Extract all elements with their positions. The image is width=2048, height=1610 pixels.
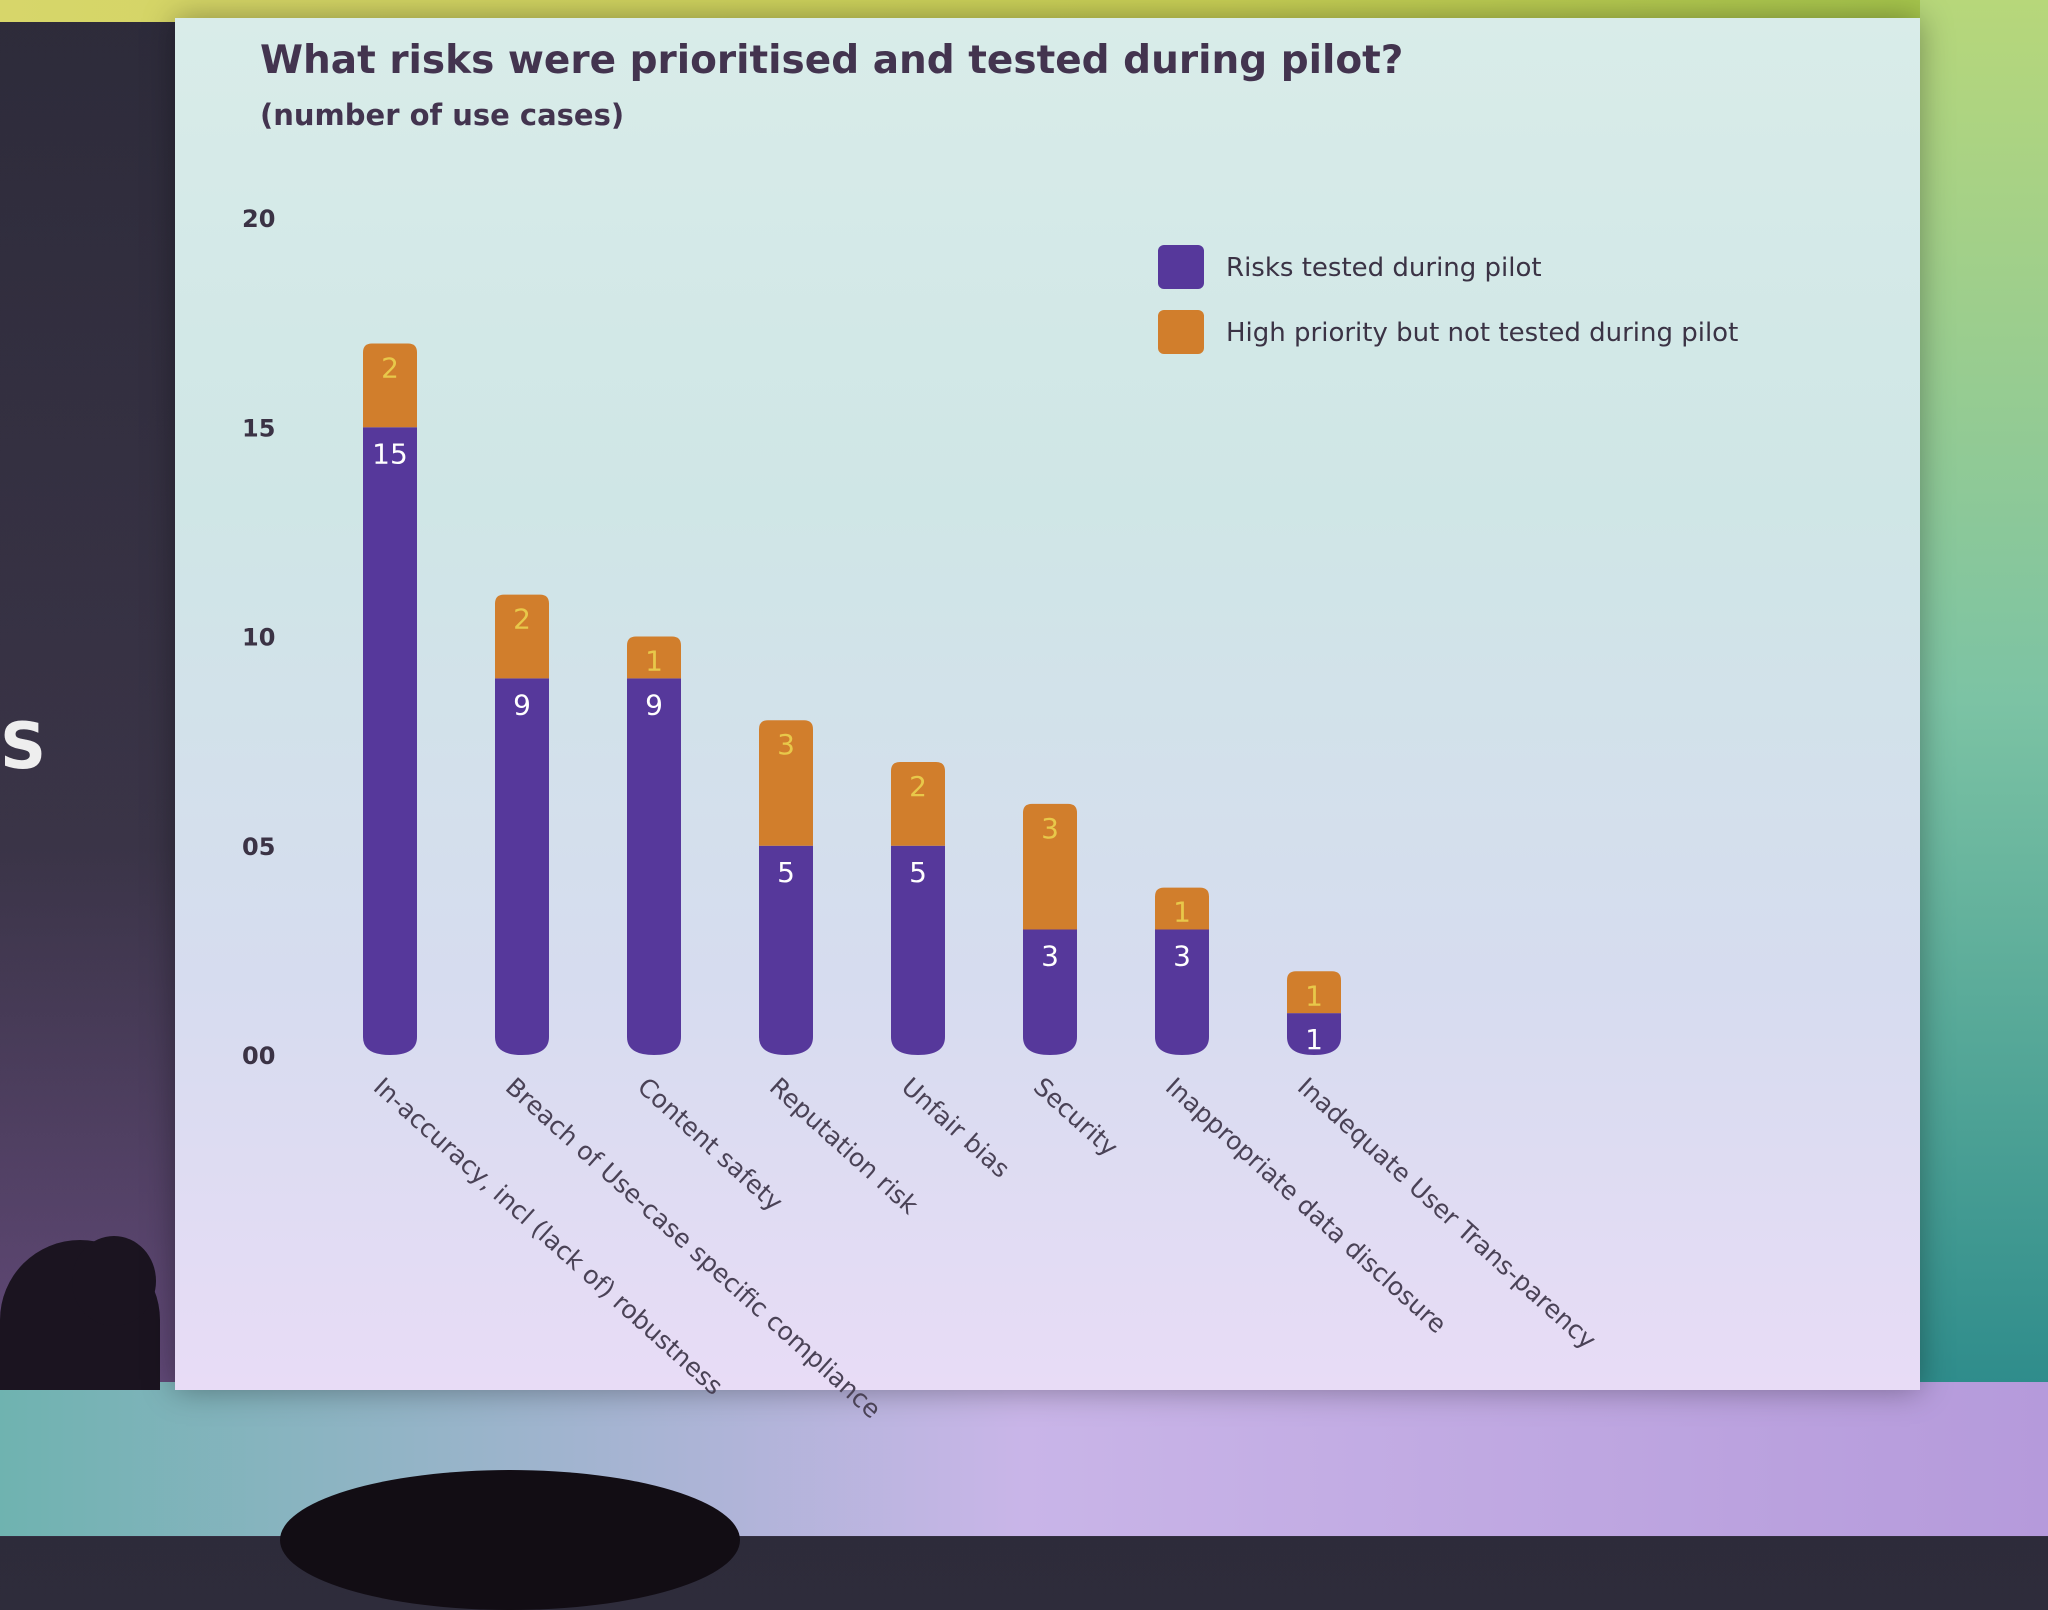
presenter-head-silhouette: [72, 1236, 156, 1326]
data-label-tested: 9: [645, 688, 663, 721]
bar-stack: 33: [1023, 803, 1077, 1055]
data-label-tested: 15: [372, 437, 408, 470]
x-category-label: Security: [1028, 1072, 1124, 1162]
data-label-tested: 9: [513, 688, 531, 721]
legend-label-not-tested: High priority but not tested during pilo…: [1226, 318, 1738, 348]
bar-stack: 91: [627, 636, 681, 1055]
bar-segment-not-tested: [363, 343, 417, 428]
bar-segment-tested: [1155, 929, 1209, 1055]
legend: Risks tested during pilot High priority b…: [1158, 245, 1738, 354]
bar-stack: 11: [1287, 971, 1341, 1056]
screen-right-strip: [1920, 0, 2048, 1400]
bar-stack: 15 2: [363, 343, 417, 1055]
bar-segment-tested: [495, 678, 549, 1055]
data-label-tested: 1: [1305, 1023, 1323, 1056]
bar-segment-not-tested: [1155, 887, 1209, 930]
bar-segment-tested: [627, 678, 681, 1055]
bar-segment-not-tested: [891, 762, 945, 846]
screen-top-strip: [0, 0, 2048, 22]
x-category-label: Unfair bias: [896, 1072, 1015, 1184]
data-label-tested: 5: [777, 856, 795, 889]
bar-segment-not-tested: [1287, 971, 1341, 1014]
legend-swatch-tested: [1158, 245, 1204, 289]
y-axis: 00 05 10 15 20: [242, 205, 275, 1070]
y-tick-label: 10: [242, 624, 275, 652]
chart-subtitle: (number of use cases): [260, 98, 625, 132]
side-slide-letter: S: [0, 710, 47, 784]
bar-segment-not-tested: [495, 594, 549, 679]
y-tick-label: 00: [242, 1042, 275, 1070]
y-tick-label: 15: [242, 414, 275, 442]
presentation-slide: [175, 18, 1920, 1390]
bar-segment-tested: [363, 427, 417, 1055]
bar-stack: 52: [891, 762, 945, 1055]
legend-label-tested: Risks tested during pilot: [1226, 253, 1542, 283]
data-label-not-tested: 1: [1305, 979, 1323, 1012]
bar-segment-not-tested: [627, 636, 681, 679]
bar-stack: 53: [759, 720, 813, 1055]
data-label-not-tested: 1: [645, 645, 663, 678]
data-label-tested: 3: [1173, 939, 1191, 972]
bar-segment-tested: [1023, 929, 1077, 1055]
bar-segment-tested: [1287, 1013, 1341, 1055]
data-label-not-tested: 2: [381, 352, 399, 385]
data-label-not-tested: 2: [909, 770, 927, 803]
y-tick-label: 05: [242, 833, 275, 861]
chart-title: What risks were prioritised and tested d…: [260, 38, 1404, 83]
data-label-tested: 3: [1041, 939, 1059, 972]
data-label-not-tested: 3: [1041, 812, 1059, 845]
legend-swatch-not-tested: [1158, 310, 1204, 354]
y-tick-label: 20: [242, 205, 275, 233]
bar-segment-tested: [759, 845, 813, 1055]
category-labels: In-accuracy, incl (lack of) robustnessBr…: [368, 1072, 1602, 1424]
data-label-not-tested: 1: [1173, 896, 1191, 929]
bar-stack: 92: [495, 594, 549, 1055]
bar-segment-tested: [891, 845, 945, 1055]
data-label-not-tested: 2: [513, 603, 531, 636]
bar-segment-not-tested: [759, 720, 813, 846]
bar-segment-not-tested: [1023, 803, 1077, 930]
x-category-label: Inappropriate data disclosure: [1160, 1072, 1452, 1339]
data-label-not-tested: 3: [777, 728, 795, 761]
data-label-tested: 5: [909, 856, 927, 889]
bar-stack: 31: [1155, 887, 1209, 1055]
